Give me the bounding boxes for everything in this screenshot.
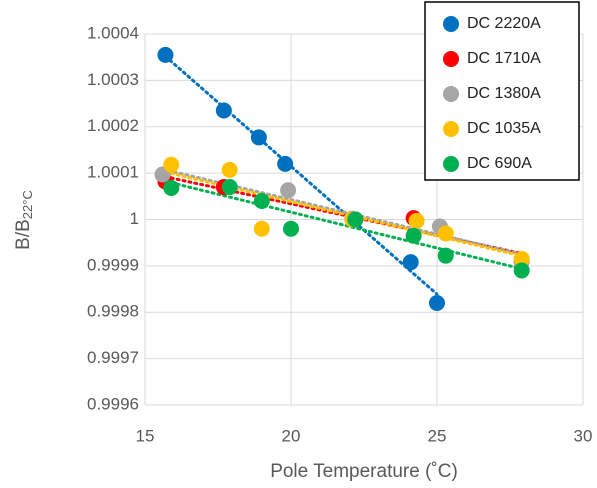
- x-tick-label: 25: [428, 426, 447, 445]
- legend-marker: [443, 51, 459, 67]
- legend-marker: [443, 86, 459, 102]
- trendline: [169, 181, 524, 271]
- trendline: [161, 167, 524, 256]
- trendline: [163, 54, 439, 296]
- y-tick-label: 0.9998: [87, 302, 139, 321]
- point: [253, 192, 270, 209]
- legend-label: DC 1380A: [467, 85, 541, 102]
- y-tick-label: 1.0004: [87, 23, 139, 42]
- x-tick-label: 15: [136, 426, 155, 445]
- y-tick-label: 1.0002: [87, 116, 139, 135]
- point: [215, 102, 232, 119]
- y-tick-label: 1.0003: [87, 70, 139, 89]
- y-tick-label: 1.0001: [87, 163, 139, 182]
- y-tick-label: 1: [130, 209, 139, 228]
- y-axis-label-main: B/B: [13, 219, 34, 250]
- y-tick-label: 0.9997: [87, 348, 139, 367]
- point: [513, 250, 530, 267]
- point: [437, 225, 454, 242]
- x-tick-label: 30: [574, 426, 593, 445]
- y-tick-label: 0.9996: [87, 394, 139, 413]
- point: [250, 129, 267, 146]
- point: [163, 156, 180, 173]
- y-tick-label: 0.9999: [87, 255, 139, 274]
- legend-label: DC 1710A: [467, 50, 541, 67]
- point: [283, 220, 299, 237]
- point: [408, 212, 425, 229]
- point: [157, 46, 174, 63]
- point: [221, 179, 238, 196]
- point: [437, 247, 454, 264]
- point: [513, 262, 530, 279]
- point: [280, 182, 297, 199]
- point: [221, 161, 238, 178]
- y-axis-label-sub: 22°C: [20, 190, 35, 219]
- point: [253, 220, 270, 237]
- legend-marker: [443, 121, 459, 137]
- x-tick-label: 20: [282, 426, 301, 445]
- legend-label: DC 1035A: [467, 120, 541, 137]
- point: [405, 227, 422, 244]
- point: [402, 254, 419, 271]
- legend-marker: [443, 156, 459, 172]
- legend-label: DC 690A: [467, 155, 532, 172]
- y-axis-label: B/B22°C: [13, 190, 35, 250]
- point: [429, 294, 445, 311]
- legend-marker: [443, 16, 459, 32]
- point: [277, 155, 294, 172]
- point: [347, 211, 364, 228]
- x-axis-label: Pole Temperature (˚C): [270, 461, 458, 482]
- legend-label: DC 2220A: [467, 15, 541, 32]
- point: [163, 179, 180, 196]
